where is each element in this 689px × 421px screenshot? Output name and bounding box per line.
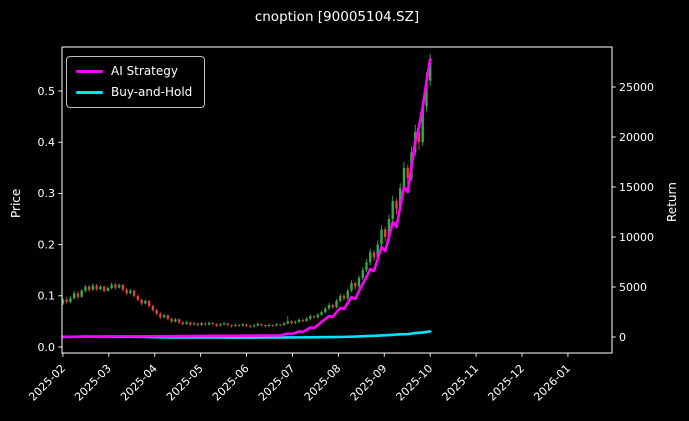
x-tick-label: 2025-11 (440, 362, 482, 404)
plot-border (61, 46, 613, 354)
price-tick-label: 0.2 (38, 238, 56, 251)
price-tick-label: 0.4 (38, 136, 56, 149)
x-tick-label: 2025-10 (394, 362, 436, 404)
ai-strategy-line (61, 57, 432, 339)
price-tick-label: 0.3 (38, 187, 56, 200)
x-tick-label: 2025-06 (210, 362, 252, 404)
x-tick-label: 2025-03 (72, 362, 114, 404)
return-tick-label: 0 (619, 331, 626, 344)
return-tick-label: 15000 (619, 181, 654, 194)
buy-and-hold-line-swatch (76, 90, 103, 94)
legend-item-ai-strategy: AI Strategy (76, 64, 192, 78)
price-tick-label: 0.0 (38, 341, 56, 354)
left-axis-ticks: 0.0 0.1 0.2 0.3 0.4 0.5 (38, 85, 62, 354)
return-tick-label: 10000 (619, 231, 654, 244)
x-tick-label: 2025-02 (26, 362, 68, 404)
legend: AI Strategy Buy-and-Hold (66, 56, 206, 108)
x-tick-label: 2025-05 (164, 362, 206, 404)
x-axis-ticks: 2025-02 2025-03 2025-04 2025-05 2025-06 2025-… (26, 353, 573, 404)
x-tick-label: 2026-01 (531, 362, 573, 404)
x-tick-label: 2025-07 (256, 362, 298, 404)
return-tick-label: 5000 (619, 281, 647, 294)
legend-label-buy-and-hold: Buy-and-Hold (111, 85, 193, 99)
price-tick-label: 0.5 (38, 85, 56, 98)
legend-item-buy-and-hold: Buy-and-Hold (76, 85, 192, 99)
x-tick-label: 2025-08 (302, 362, 344, 404)
return-tick-label: 20000 (619, 131, 654, 144)
y-axis-label-price: Price (9, 188, 23, 218)
x-tick-label: 2025-04 (118, 362, 160, 404)
ai-strategy-line-swatch (76, 69, 103, 73)
price-tick-label: 0.1 (38, 290, 56, 303)
y-axis-label-return: Return (665, 182, 679, 222)
chart-title: cnoption [90005104.SZ] (254, 9, 420, 25)
x-tick-label: 2025-09 (348, 362, 390, 404)
legend-label-ai-strategy: AI Strategy (111, 64, 178, 78)
return-tick-label: 25000 (619, 81, 654, 94)
x-tick-label: 2025-12 (485, 362, 527, 404)
right-axis-ticks: 0 5000 10000 15000 20000 25000 (612, 81, 654, 344)
